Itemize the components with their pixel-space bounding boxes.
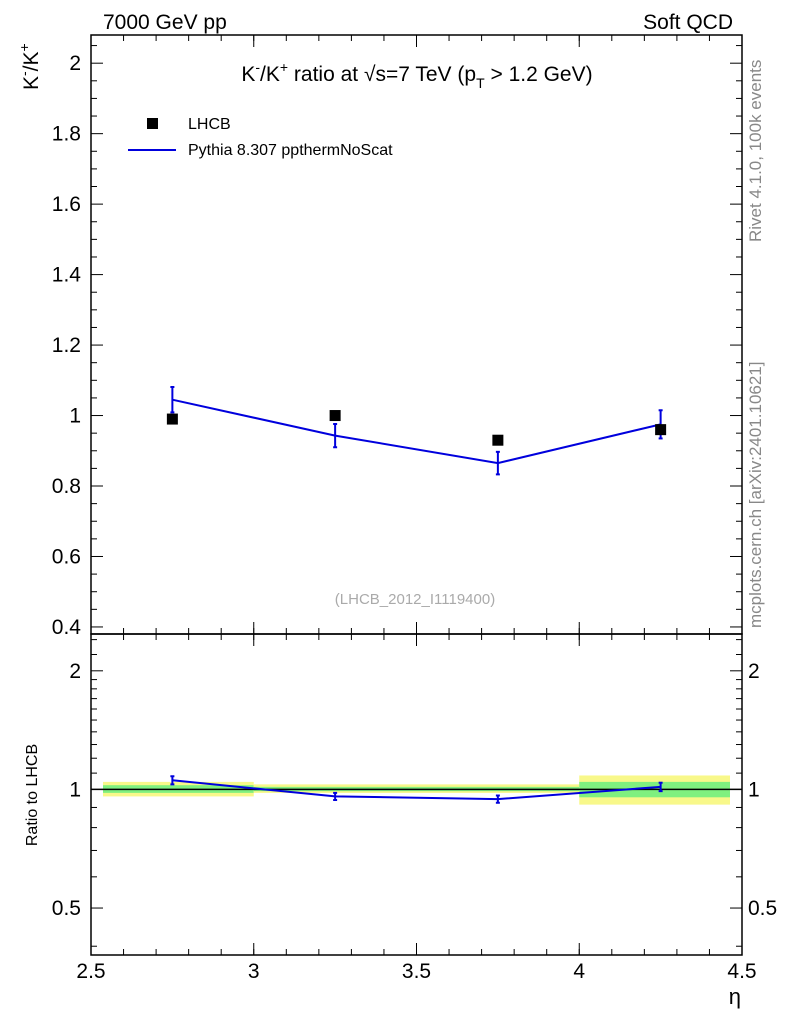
x-tick-label: 3	[248, 960, 260, 983]
y-tick-label: 1	[69, 405, 81, 428]
legend-data-label: LHCB	[188, 116, 231, 133]
data-point	[655, 424, 667, 436]
analysis-watermark: (LHCB_2012_I1119400)	[335, 591, 495, 608]
title-tail: > 1.2 GeV)	[485, 63, 593, 86]
main-plot	[166, 386, 667, 476]
ratio-y-tick-label-left: 2	[69, 660, 81, 683]
title-sqrt: √s	[364, 63, 386, 86]
ylabel-k1: K	[20, 76, 43, 90]
ratio-bands	[91, 775, 742, 805]
mc-series-line	[172, 398, 661, 465]
ylabel-slash: /K	[20, 51, 43, 71]
legend-mc-label: Pythia 8.307 ppthermNoScat	[188, 142, 393, 159]
axes: 2.5 3 3.5 4 4.5 0.4 0.6 0.8 1 1.2 1.4 1.6 1.8 2 0.5 0.5…	[52, 34, 777, 983]
y-tick-label: 0.8	[52, 475, 81, 498]
rivet-label: Rivet 4.1.0, 100k events	[746, 60, 765, 242]
mcplots-label: mcplots.cern.ch [arXiv:2401.10621]	[746, 362, 765, 628]
main-ylabel: K-/K+	[16, 43, 43, 90]
data-point	[492, 434, 504, 446]
y-tick-label: 1.4	[52, 264, 82, 287]
title-mid: ratio at	[288, 63, 364, 86]
title-k1: K	[241, 63, 255, 86]
main-title: K-/K+ ratio at √s=7 TeV (pT > 1.2 GeV)	[241, 59, 592, 91]
ratio-series-line	[172, 779, 661, 801]
title-plus: +	[280, 59, 288, 75]
ylabel-plus: +	[16, 43, 32, 51]
legend: LHCB Pythia 8.307 ppthermNoScat	[128, 116, 393, 159]
ratio-y-tick-label-right: 0.5	[748, 897, 777, 920]
x-tick-label: 4.5	[727, 960, 756, 983]
ratio-y-tick-label-left: 1	[69, 778, 81, 801]
ratio-y-tick-label-right: 2	[748, 660, 760, 683]
ratio-y-tick-label-left: 0.5	[52, 897, 81, 920]
header-left: 7000 GeV pp	[103, 11, 227, 34]
title-slash: /K	[260, 63, 280, 86]
y-tick-label: 1.6	[52, 193, 81, 216]
y-tick-label: 0.6	[52, 545, 81, 568]
title-T: T	[476, 75, 485, 91]
ratio-plot	[170, 775, 663, 804]
x-axis-label: η	[729, 984, 741, 1009]
y-tick-label: 0.4	[52, 616, 82, 639]
x-tick-label: 4	[573, 960, 585, 983]
data-point	[166, 413, 178, 425]
ratio-y-tick-label-right: 1	[748, 778, 760, 801]
ratio-ylabel: Ratio to LHCB	[24, 744, 41, 846]
ylabel-minus: -	[16, 71, 32, 76]
legend-data-marker	[147, 118, 158, 129]
title-rest: =7 TeV (p	[386, 63, 476, 86]
y-tick-label: 2	[69, 52, 81, 75]
x-tick-label: 3.5	[402, 960, 431, 983]
y-tick-label: 1.8	[52, 123, 81, 146]
data-point	[329, 410, 341, 422]
header-right: Soft QCD	[643, 11, 733, 34]
x-tick-label: 2.5	[76, 960, 105, 983]
y-tick-label: 1.2	[52, 334, 81, 357]
title-minus: -	[255, 59, 260, 75]
